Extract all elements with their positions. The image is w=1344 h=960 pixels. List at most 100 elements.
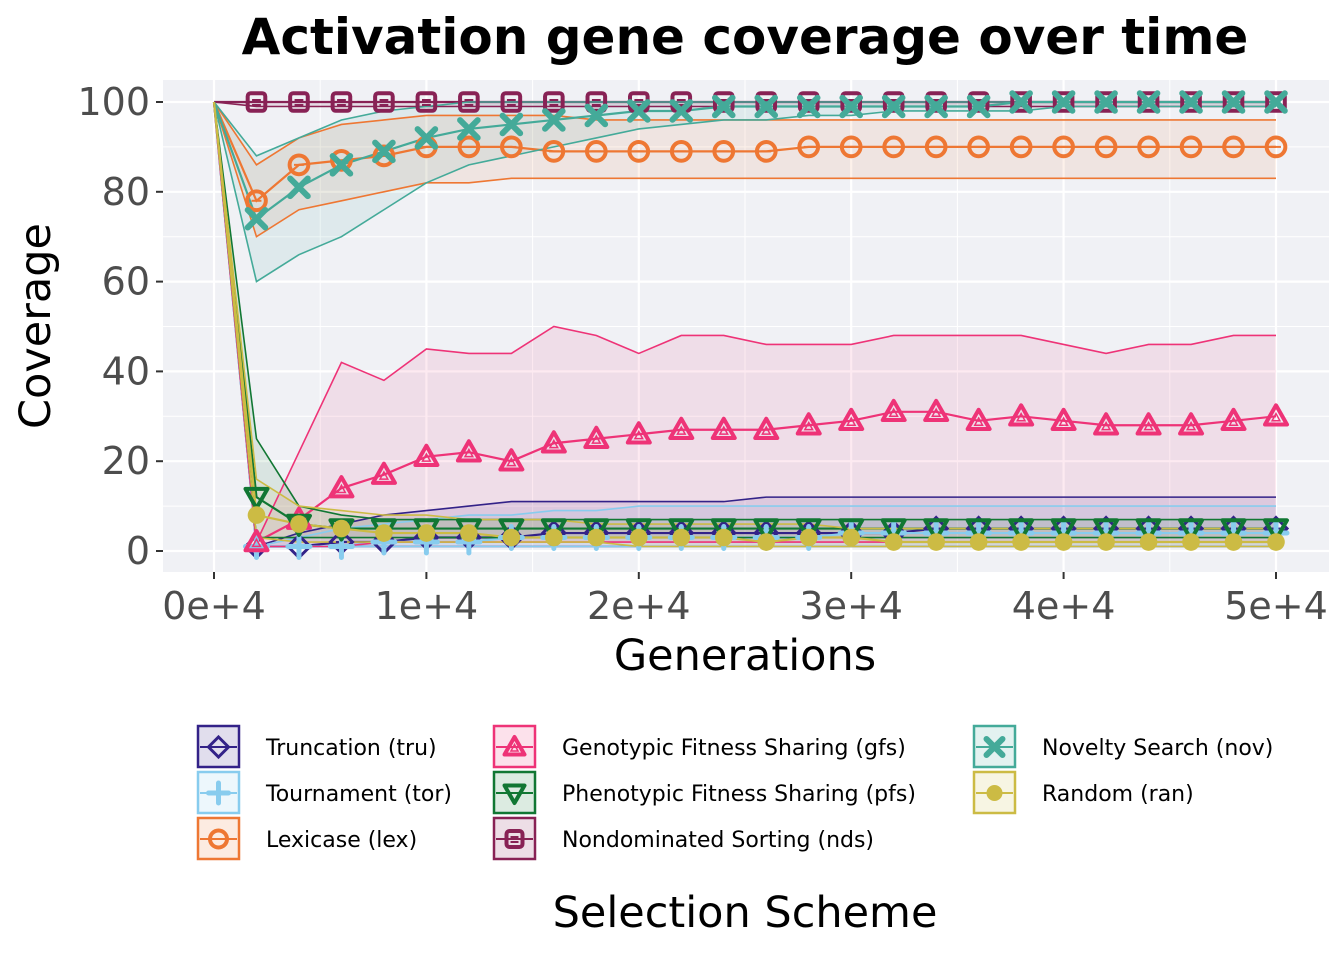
data-point (668, 518, 695, 542)
legend-label: Phenotypic Fitness Sharing (pfs) (562, 782, 916, 807)
data-point (1263, 518, 1289, 542)
data-point (1224, 533, 1243, 551)
legend-label: Truncation (tru) (265, 736, 437, 761)
legend-label: Tournament (tor) (265, 782, 452, 807)
data-point (417, 524, 436, 542)
data-point (287, 175, 311, 200)
data-point (969, 533, 988, 551)
x-tick-label: 4e+4 (1012, 584, 1116, 628)
data-point (927, 533, 945, 551)
data-point (627, 99, 651, 123)
data-point (542, 140, 566, 163)
legend-title: Selection Scheme (553, 888, 938, 938)
data-point (370, 461, 397, 485)
legend-key-marker (983, 736, 1006, 758)
data-point (967, 135, 990, 159)
y-tick-label: 60 (102, 260, 150, 304)
data-point (540, 430, 567, 454)
tick-labels: 0e+4 1e+4 2e+4 3e+4 4e+4 5e+4 0 20 40 60 80 100 (77, 80, 1327, 628)
data-point (799, 528, 818, 547)
data-point (1267, 533, 1285, 551)
data-point (1093, 518, 1120, 542)
y-tick-label: 80 (102, 170, 150, 214)
legend-key-marker (502, 783, 527, 805)
data-point (587, 528, 606, 547)
legend-key-marker (502, 735, 527, 757)
data-point (328, 475, 355, 499)
data-point (455, 439, 482, 463)
data-point (881, 94, 906, 119)
x-axis-title: Generations (614, 631, 876, 681)
data-point (373, 91, 395, 113)
legend-label: Genotypic Fitness Sharing (gfs) (562, 736, 906, 761)
data-point (839, 135, 863, 159)
data-point (498, 518, 525, 542)
y-tick-label: 40 (102, 349, 150, 393)
data-point (795, 412, 822, 436)
data-point (838, 518, 865, 542)
data-point (1136, 90, 1161, 114)
y-tick-label: 0 (126, 529, 150, 573)
data-point (797, 135, 821, 159)
data-point (1012, 533, 1030, 551)
legend: Truncation (tru) Tournament (tor) Lexicase… (196, 724, 1273, 861)
data-point (1008, 518, 1035, 542)
data-point (838, 407, 865, 432)
data-point (753, 518, 780, 542)
x-tick-label: 1e+4 (375, 584, 479, 628)
data-point (966, 94, 991, 119)
series-markers (242, 90, 1290, 561)
data-point (625, 518, 652, 542)
data-point (414, 126, 439, 150)
data-point (290, 515, 308, 533)
data-point (460, 524, 478, 542)
data-point (1093, 412, 1120, 436)
data-point (542, 108, 566, 132)
data-point (710, 416, 737, 441)
data-point (540, 518, 567, 542)
data-point (712, 140, 736, 163)
data-point (1222, 135, 1245, 159)
data-point (1135, 412, 1162, 436)
data-point (500, 135, 523, 159)
data-point (672, 528, 691, 547)
data-point (1220, 518, 1247, 542)
data-point (1135, 518, 1162, 542)
legend-item: Lexicase (lex) (196, 816, 417, 861)
data-point (500, 91, 523, 113)
data-point (287, 153, 311, 177)
data-point (245, 189, 268, 213)
data-point (1221, 90, 1246, 114)
data-point (669, 99, 694, 123)
data-point (1178, 518, 1205, 542)
x-tick-label: 0e+4 (162, 584, 266, 628)
data-point (753, 416, 780, 441)
data-point (457, 117, 481, 141)
data-point (243, 529, 270, 553)
data-point (1054, 533, 1073, 551)
data-point (1179, 90, 1203, 114)
data-point (1137, 135, 1160, 159)
data-point (630, 528, 648, 547)
data-point (585, 91, 608, 113)
legend-item: Tournament (tor) (196, 770, 452, 815)
data-point (1178, 412, 1205, 436)
data-point (882, 135, 906, 159)
data-point (1051, 90, 1076, 114)
data-point (711, 94, 736, 119)
data-point (245, 91, 268, 113)
data-point (1052, 135, 1075, 159)
data-point (884, 533, 903, 551)
data-point (1094, 90, 1118, 114)
data-point (669, 140, 693, 163)
data-point (1139, 533, 1158, 551)
data-point (754, 140, 778, 163)
legend-label: Novelty Search (nov) (1042, 736, 1273, 761)
data-point (330, 91, 353, 113)
data-point (329, 153, 354, 177)
data-point (1263, 403, 1289, 427)
data-point (1009, 135, 1033, 159)
data-point (543, 91, 565, 113)
legend-item: Nondominated Sorting (nds) (492, 816, 874, 861)
